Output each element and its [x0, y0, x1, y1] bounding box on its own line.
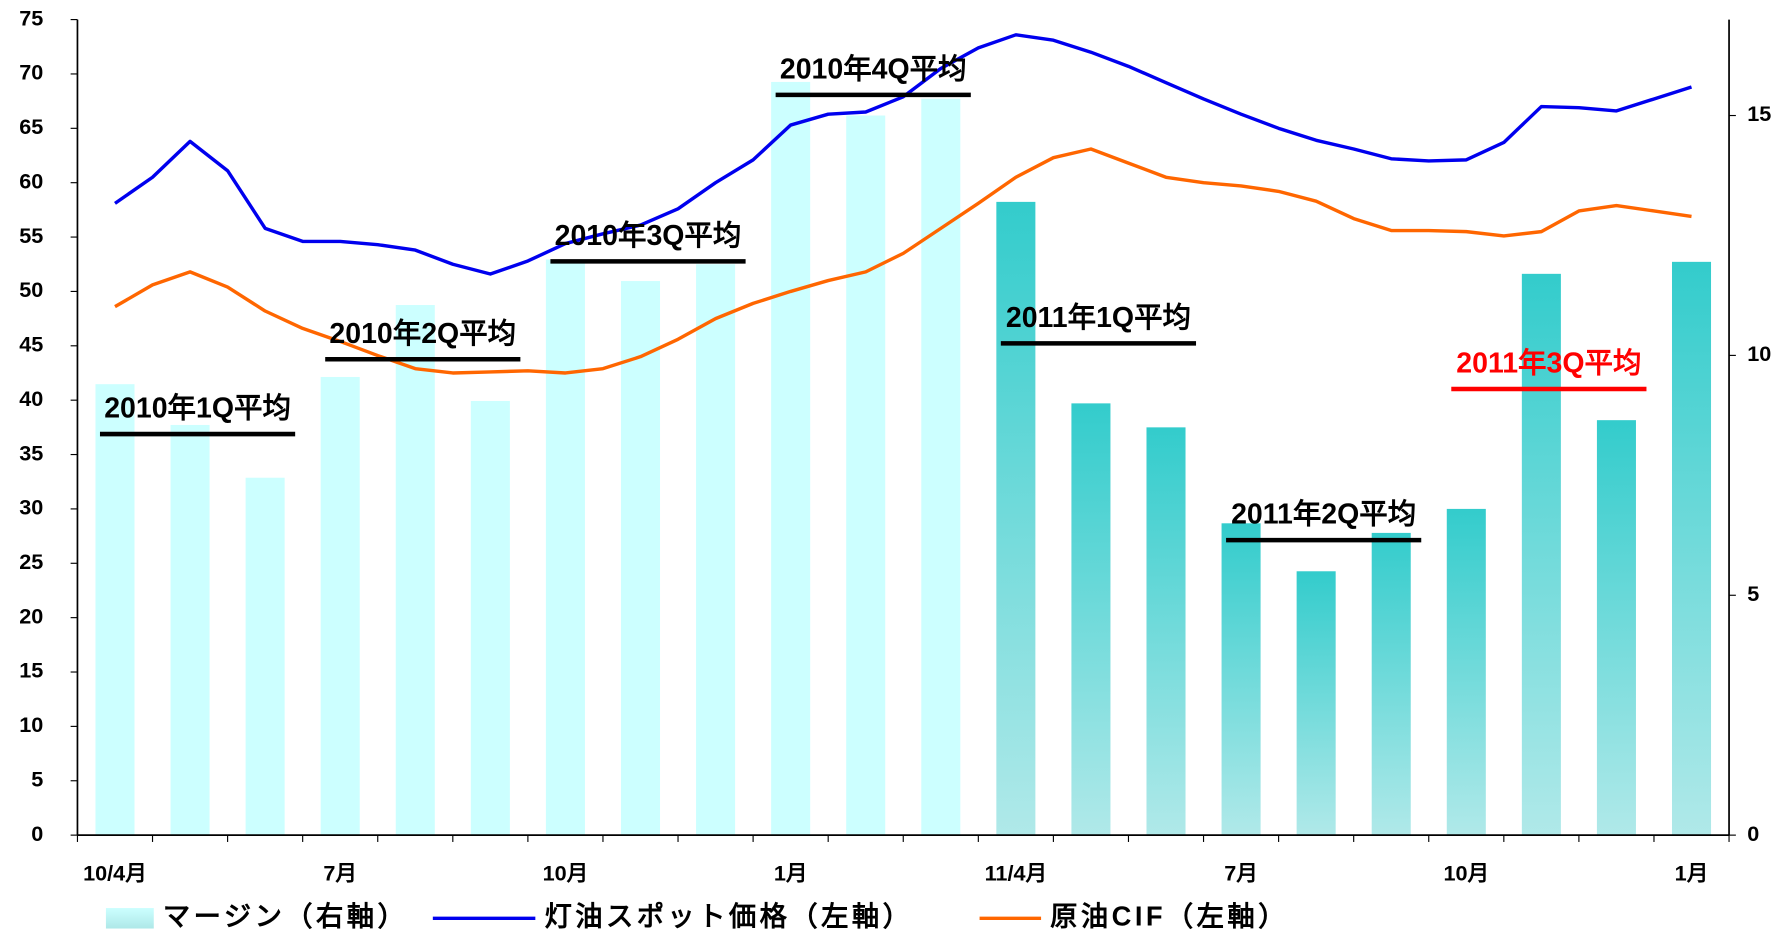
bar [1596, 420, 1636, 836]
x-tick-label: 11/4月 [985, 861, 1048, 886]
annotation-label: 2011年3Q平均 [1456, 347, 1641, 380]
bar [1671, 261, 1712, 836]
bar [696, 264, 736, 836]
x-tick-label: 7月 [1224, 861, 1258, 886]
x-tick-label: 10月 [543, 861, 589, 886]
x-tick-label: 1月 [774, 861, 808, 886]
bar [1446, 508, 1486, 836]
y2-tick-label: 5 [1747, 581, 1759, 606]
y-tick-label: 30 [19, 495, 43, 520]
bar [170, 424, 210, 836]
y2-tick-label: 15 [1747, 101, 1771, 126]
legend-label: 灯油スポット価格（左軸） [544, 900, 913, 931]
y2-tick-label: 10 [1747, 341, 1771, 366]
bar [470, 400, 510, 836]
bar [620, 281, 661, 836]
annotation-label: 2011年2Q平均 [1231, 498, 1416, 531]
bar [996, 201, 1036, 836]
bar [771, 81, 811, 836]
y-tick-label: 35 [19, 440, 43, 465]
annotation-label: 2010年3Q平均 [555, 219, 742, 252]
legend-label: 原油CIF（左軸） [1050, 900, 1289, 931]
bar [1296, 571, 1336, 836]
legend-label: マージン（右軸） [163, 900, 408, 931]
bar [245, 477, 285, 836]
bar [320, 376, 360, 836]
bar [846, 115, 886, 836]
annotation-label: 2010年4Q平均 [780, 52, 967, 85]
x-tick-label: 10/4月 [83, 861, 147, 886]
y-tick-label: 45 [19, 332, 43, 357]
y-tick-label: 20 [19, 603, 43, 628]
y-tick-label: 60 [19, 168, 43, 193]
y-tick-label: 65 [19, 114, 43, 139]
y-tick-label: 0 [31, 821, 43, 846]
y-tick-label: 70 [19, 60, 43, 85]
y-tick-label: 55 [19, 223, 43, 248]
y-tick-label: 10 [19, 712, 43, 737]
y2-tick-label: 0 [1747, 821, 1759, 846]
y-tick-label: 25 [19, 549, 43, 574]
line-series [114, 147, 1692, 375]
bar [1221, 523, 1261, 836]
legend-swatch [105, 908, 154, 929]
x-tick-label: 1月 [1675, 861, 1709, 886]
x-tick-label: 10月 [1443, 861, 1489, 886]
bar [1521, 273, 1561, 836]
y-tick-label: 50 [19, 277, 43, 302]
bar [1071, 403, 1111, 836]
annotation-label: 2010年1Q平均 [104, 392, 291, 425]
bar [95, 384, 135, 836]
y-tick-label: 40 [19, 386, 43, 411]
bar [1371, 532, 1411, 836]
bar [395, 305, 435, 836]
y-tick-label: 5 [31, 766, 43, 791]
y-tick-label: 15 [19, 658, 43, 683]
annotation-label: 2010年2Q平均 [329, 317, 516, 350]
annotation-label: 2011年1Q平均 [1006, 301, 1191, 334]
y-tick-label: 75 [19, 5, 43, 30]
x-tick-label: 7月 [323, 861, 357, 886]
bar [921, 98, 961, 836]
bar [545, 259, 585, 836]
bar [1146, 427, 1186, 836]
